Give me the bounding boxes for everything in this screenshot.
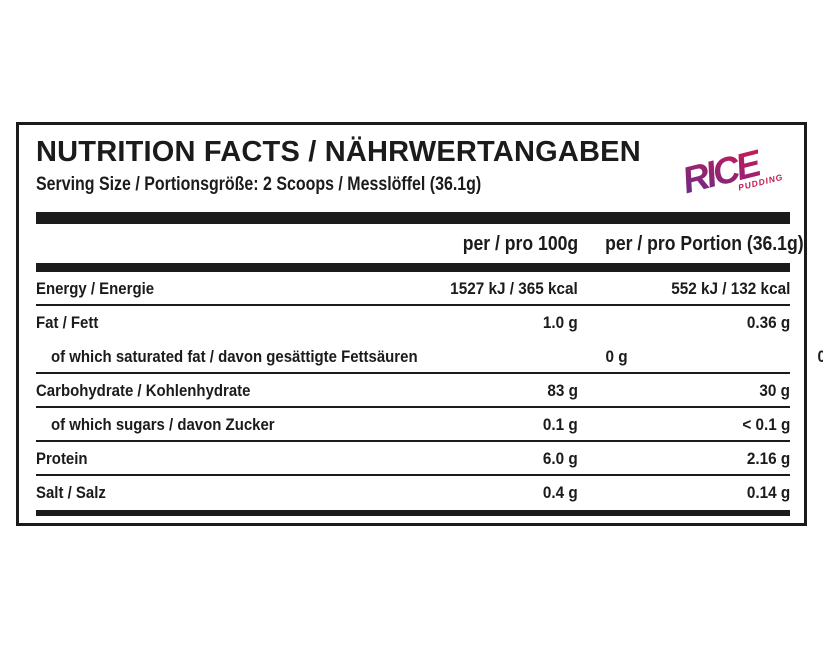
row-label: Salt / Salz bbox=[36, 483, 106, 502]
table-row-fat: Fat / Fett 1.0 g 0.36 g bbox=[36, 306, 790, 340]
row-label: of which sugars / davon Zucker bbox=[51, 415, 275, 434]
header-separator-bar bbox=[36, 212, 790, 224]
table-row-carbohydrate: Carbohydrate / Kohlenhydrate 83 g 30 g bbox=[36, 374, 790, 408]
column-header-per-100g: per / pro 100g bbox=[462, 233, 578, 255]
row-value-per-portion: 0.14 g bbox=[746, 483, 790, 502]
row-label: Protein bbox=[36, 449, 88, 468]
rice-pudding-logo-graphic: RICE PUDDING bbox=[678, 142, 784, 201]
table-row-protein: Protein 6.0 g 2.16 g bbox=[36, 442, 790, 476]
table-row-saturated-fat: of which saturated fat / davon gesättigt… bbox=[36, 340, 823, 374]
table-row-salt: Salt / Salz 0.4 g 0.14 g bbox=[36, 476, 790, 510]
row-value-per-portion: 2.16 g bbox=[746, 449, 790, 468]
row-value-per-100g: 83 g bbox=[547, 381, 578, 400]
serving-size-line: Serving Size / Portionsgröße: 2 Scoops /… bbox=[36, 174, 482, 195]
row-value-per-portion: 0.36 g bbox=[746, 313, 790, 332]
column-header-underline-bar bbox=[36, 263, 790, 272]
row-value-per-100g: 6.0 g bbox=[543, 449, 578, 468]
row-value-per-100g: 0 g bbox=[605, 347, 628, 366]
row-label: Energy / Energie bbox=[36, 279, 155, 298]
column-header-row: per / pro 100g per / pro Portion (36.1g) bbox=[36, 224, 804, 263]
logo-text-rice: RICE bbox=[678, 142, 766, 201]
panel-title: NUTRITION FACTS / NÄHRWERTANGABEN bbox=[36, 136, 641, 168]
row-label: Fat / Fett bbox=[36, 313, 99, 332]
row-value-per-portion: 30 g bbox=[759, 381, 790, 400]
column-header-per-portion: per / pro Portion (36.1g) bbox=[605, 233, 804, 255]
panel-header: NUTRITION FACTS / NÄHRWERTANGABEN Servin… bbox=[36, 136, 790, 212]
row-value-per-100g: 1.0 g bbox=[543, 313, 578, 332]
row-label: Carbohydrate / Kohlenhydrate bbox=[36, 381, 251, 400]
row-value-per-portion: 552 kJ / 132 kcal bbox=[670, 279, 790, 298]
row-value-per-100g: 0.4 g bbox=[543, 483, 578, 502]
table-bottom-bar bbox=[36, 510, 790, 516]
row-value-per-100g: 1527 kJ / 365 kcal bbox=[450, 279, 578, 298]
rice-pudding-logo: RICE PUDDING bbox=[672, 134, 790, 208]
table-row-energy: Energy / Energie 1527 kJ / 365 kcal 552 … bbox=[36, 272, 790, 306]
row-label: of which saturated fat / davon gesättigt… bbox=[51, 347, 418, 366]
nutrition-facts-panel: NUTRITION FACTS / NÄHRWERTANGABEN Servin… bbox=[16, 122, 823, 526]
panel-titles: NUTRITION FACTS / NÄHRWERTANGABEN Servin… bbox=[36, 136, 641, 196]
table-row-sugars: of which sugars / davon Zucker 0.1 g < 0… bbox=[36, 408, 790, 442]
row-value-per-100g: 0.1 g bbox=[543, 415, 578, 434]
row-value-per-portion: 0 g bbox=[628, 346, 823, 367]
row-value-per-portion: < 0.1 g bbox=[741, 415, 790, 434]
